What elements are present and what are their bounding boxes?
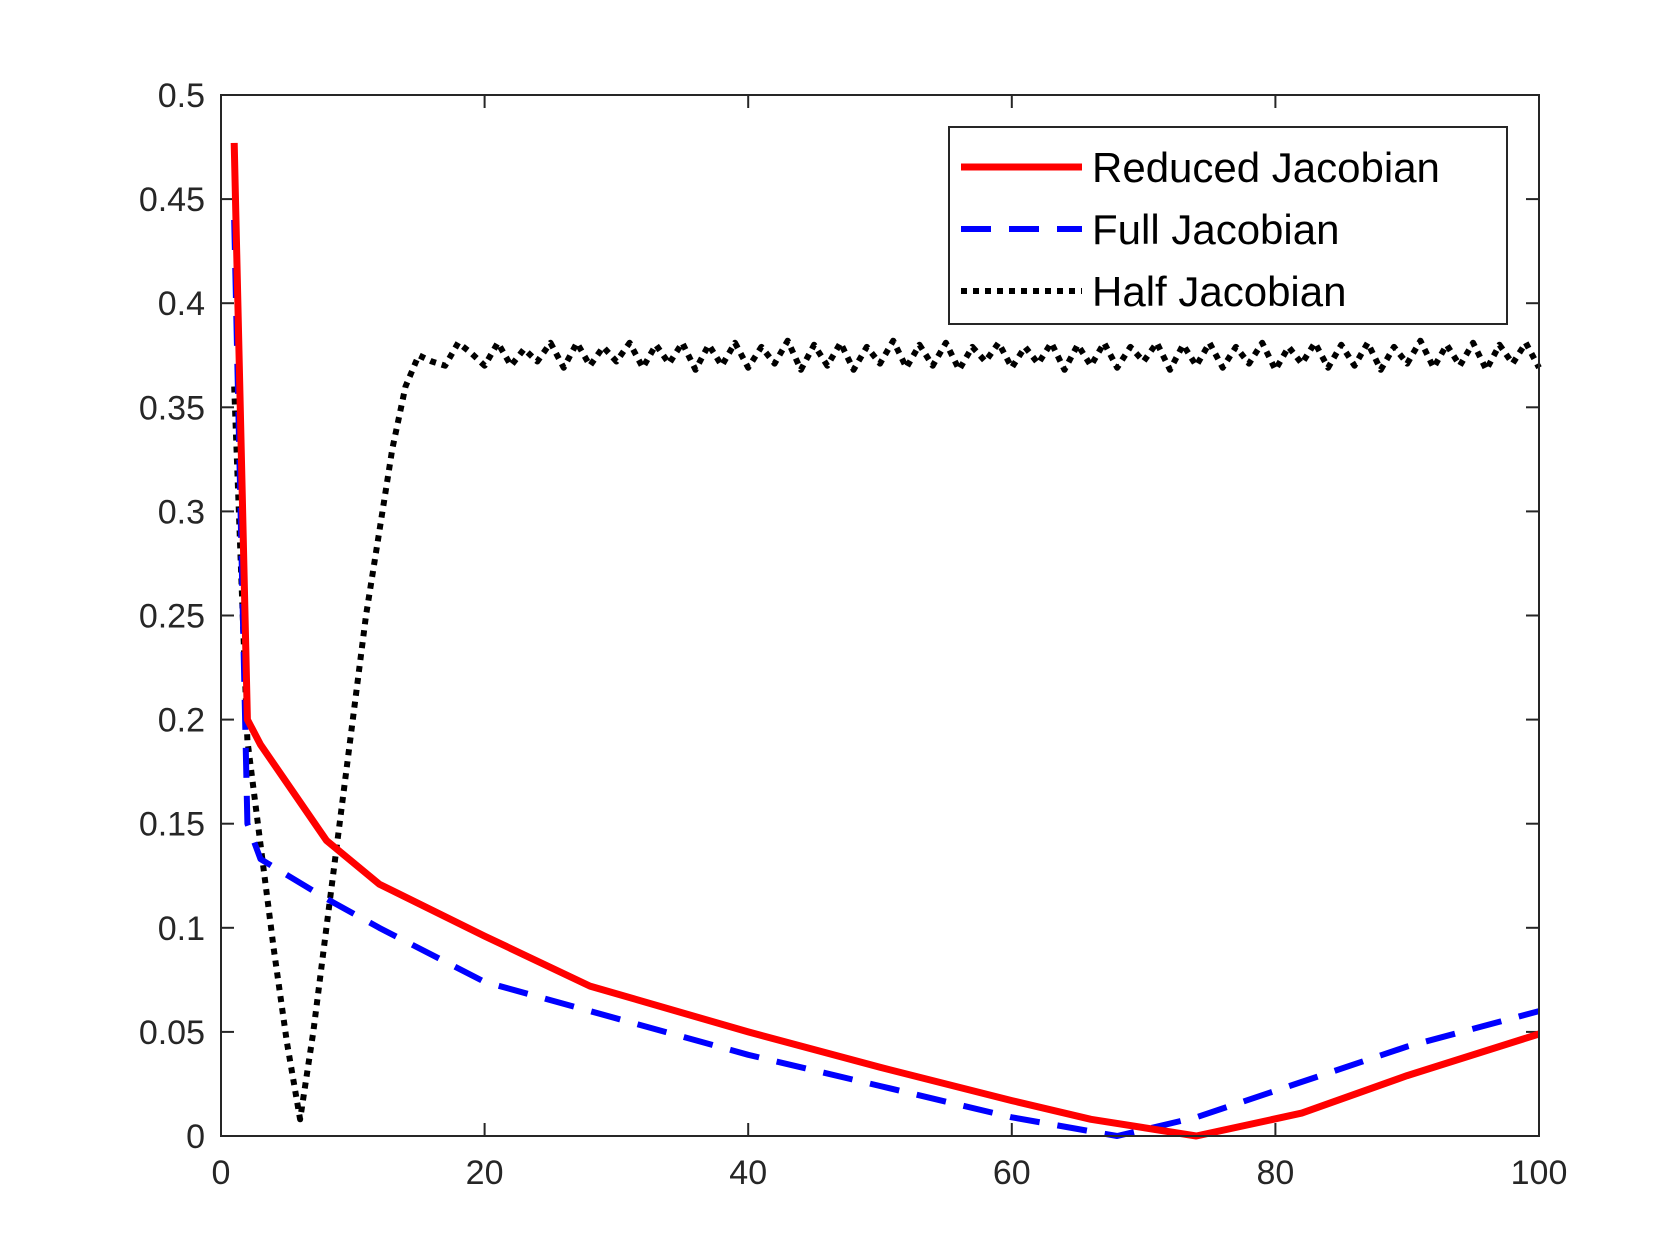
x-tick-label: 60 — [993, 1154, 1031, 1192]
y-tick-label: 0.45 — [139, 181, 205, 219]
legend-label: Full Jacobian — [1092, 206, 1339, 253]
y-tick-label: 0.3 — [158, 493, 205, 531]
series-line-half-jacobian — [231, 337, 1542, 1123]
y-tick-label: 0.1 — [158, 910, 205, 948]
y-tick-label: 0.5 — [158, 77, 205, 115]
legend-box — [948, 126, 1508, 325]
x-tick-label: 20 — [466, 1154, 504, 1192]
y-tick-label: 0.15 — [139, 806, 205, 844]
legend-label: Reduced Jacobian — [1092, 144, 1440, 191]
series-line-reduced-jacobian — [230, 142, 1541, 1140]
y-tick-label: 0.2 — [158, 702, 205, 740]
y-tick-label: 0.35 — [139, 389, 205, 427]
axis-tick-labels: 0 20 40 60 80 100 0 0.05 0.1 0.15 0.2 0.25 0.3 0.35 0.… — [139, 77, 1568, 1192]
x-tick-label: 100 — [1511, 1154, 1568, 1192]
series-layer — [230, 142, 1542, 1140]
plot-frame — [220, 94, 1540, 1137]
x-tick-label: 40 — [729, 1154, 767, 1192]
x-tick-label: 0 — [212, 1154, 231, 1192]
y-tick-label: 0.05 — [139, 1014, 205, 1052]
legend: Reduced Jacobian Full Jacobian Half Jacobi… — [948, 126, 1508, 325]
x-tick-label: 80 — [1256, 1154, 1294, 1192]
series-line-full-jacobian — [231, 219, 1540, 1139]
y-tick-label: 0.4 — [158, 285, 205, 323]
y-tick-label: 0 — [186, 1118, 205, 1156]
y-tick-label: 0.25 — [139, 598, 205, 636]
legend-label: Half Jacobian — [1092, 268, 1346, 315]
